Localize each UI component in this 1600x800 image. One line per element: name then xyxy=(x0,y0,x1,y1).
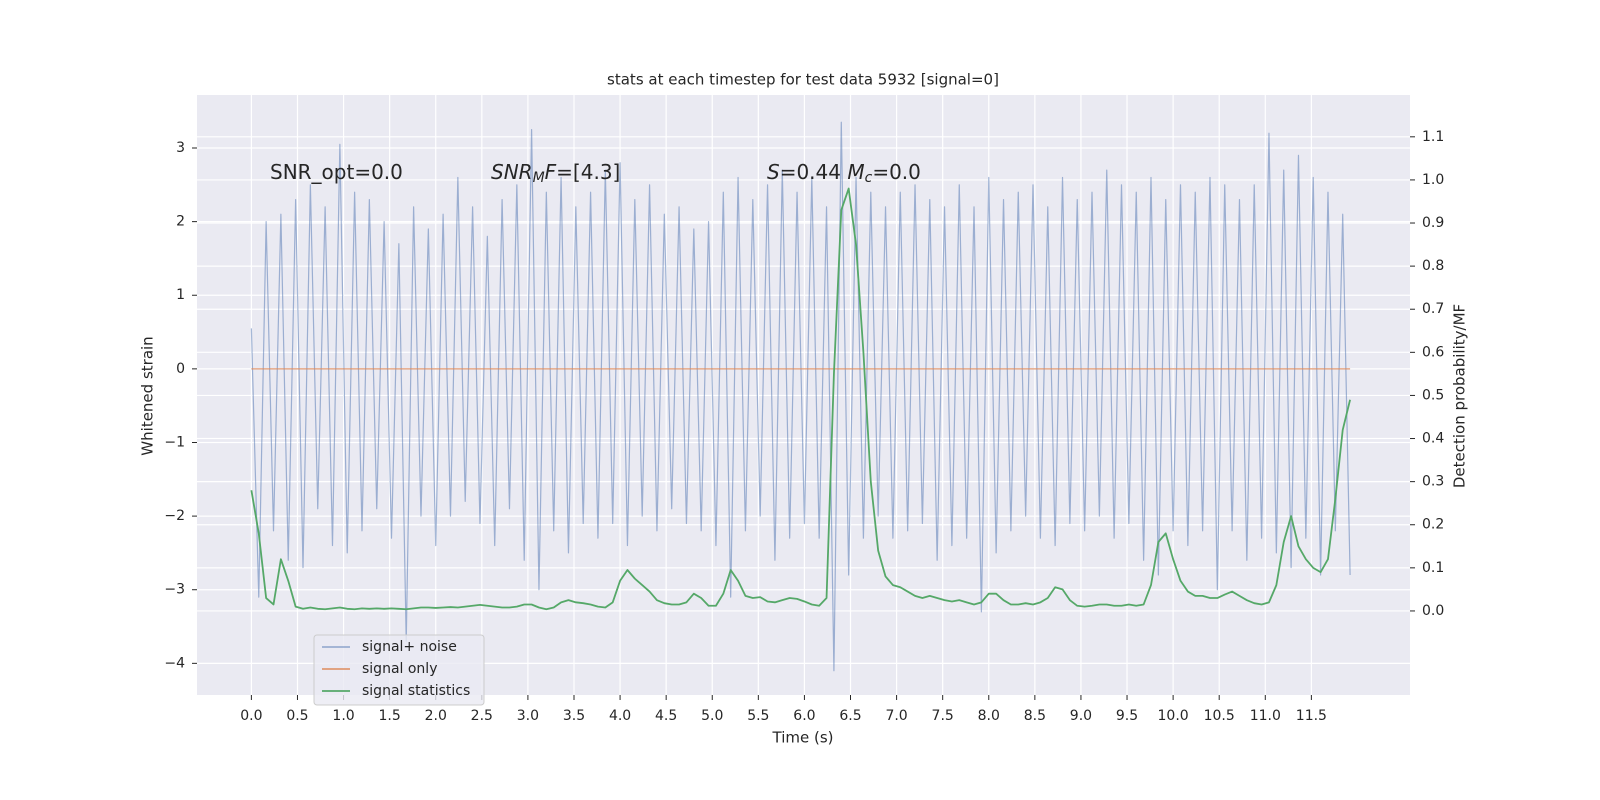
y-tick-label: 0 xyxy=(176,361,185,377)
series-line xyxy=(250,121,1351,672)
y-tick-label: −1 xyxy=(164,434,185,450)
y-tick-label: −3 xyxy=(164,582,185,598)
legend-label: signal only xyxy=(362,661,437,677)
x-tick-label: 4.5 xyxy=(655,708,677,724)
x-tick-label: 6.5 xyxy=(839,708,861,724)
x-tick-label: 9.0 xyxy=(1070,708,1092,724)
x-tick-label: 9.5 xyxy=(1116,708,1138,724)
series-line xyxy=(250,187,1351,611)
grid xyxy=(197,95,1410,695)
x-tick-label: 7.0 xyxy=(885,708,907,724)
x-tick-label: 10.5 xyxy=(1204,708,1235,724)
x-tick-label: 1.5 xyxy=(379,708,401,724)
annotation-part: SNR xyxy=(491,160,533,184)
y2-tick-label: 0.9 xyxy=(1422,215,1444,231)
x-tick-label: 8.0 xyxy=(978,708,1000,724)
legend-label: signal statistics xyxy=(362,683,470,699)
annotation-part: =[4.3] xyxy=(556,160,620,184)
x-tick-label: 7.5 xyxy=(932,708,954,724)
x-tick-label: 3.5 xyxy=(563,708,585,724)
y2-tick-label: 0.6 xyxy=(1422,344,1444,360)
annotation-part: S xyxy=(767,160,780,184)
legend: signal+ noise signal only signal statistic… xyxy=(313,634,485,706)
legend-box xyxy=(313,634,485,706)
annotation-part: M xyxy=(533,170,545,186)
annotation-part: c xyxy=(865,170,873,186)
y-tick-label: −2 xyxy=(164,508,185,524)
y2-tick-label: 0.0 xyxy=(1422,603,1444,619)
y2-tick-label: 0.5 xyxy=(1422,387,1444,403)
x-tick-label: 0.0 xyxy=(240,708,262,724)
annotation-part: F xyxy=(545,160,557,184)
annotation: S=0.44 Mc=0.0 xyxy=(767,160,921,187)
y2-tick-label: 1.1 xyxy=(1422,129,1444,145)
annotation-part: =0.0 xyxy=(872,160,921,184)
x-tick-label: 2.5 xyxy=(471,708,493,724)
y-tick-label: 3 xyxy=(176,140,185,156)
y-tick-label: 2 xyxy=(176,214,185,230)
annotation: SNRMF=[4.3] xyxy=(491,160,620,187)
x-tick-label: 11.5 xyxy=(1296,708,1327,724)
y2-tick-label: 0.3 xyxy=(1422,474,1444,490)
x-tick-label: 5.0 xyxy=(701,708,723,724)
y2-axis-label: Detection probability/MF xyxy=(1451,304,1469,488)
x-tick-label: 3.0 xyxy=(517,708,539,724)
x-tick-label: 1.0 xyxy=(332,708,354,724)
y2-tick-label: 0.4 xyxy=(1422,431,1444,447)
x-tick-label: 4.0 xyxy=(609,708,631,724)
legend-label: signal+ noise xyxy=(362,639,457,655)
y2-tick-label: 0.1 xyxy=(1422,560,1444,576)
x-tick-label: 10.0 xyxy=(1158,708,1189,724)
x-tick-label: 5.5 xyxy=(747,708,769,724)
y2-tick-label: 1.0 xyxy=(1422,172,1444,188)
x-tick-label: 8.5 xyxy=(1024,708,1046,724)
y-axis-label: Whitened strain xyxy=(139,336,157,455)
y2-tick-label: 0.2 xyxy=(1422,517,1444,533)
x-axis-label: Time (s) xyxy=(772,729,834,747)
annotation-part: SNR_opt=0.0 xyxy=(270,160,403,184)
x-tick-label: 2.0 xyxy=(425,708,447,724)
y2-tick-label: 0.8 xyxy=(1422,258,1444,274)
annotation: SNR_opt=0.0 xyxy=(270,160,403,184)
chart-title: stats at each timestep for test data 593… xyxy=(607,71,999,89)
annotation-part: =0.44 xyxy=(780,160,848,184)
x-tick-label: 11.0 xyxy=(1250,708,1281,724)
y2-tick-label: 0.7 xyxy=(1422,301,1444,317)
y-tick-label: −4 xyxy=(164,655,185,671)
annotation-part: M xyxy=(847,160,864,184)
x-tick-label: 6.0 xyxy=(793,708,815,724)
y-tick-label: 1 xyxy=(176,287,185,303)
x-tick-label: 0.5 xyxy=(286,708,308,724)
